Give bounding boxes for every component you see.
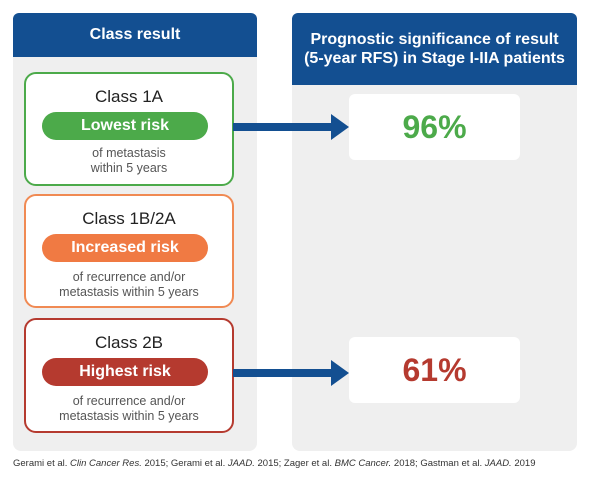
- journal-name: BMC Cancer.: [334, 458, 392, 469]
- journal-name: JAAD.: [227, 458, 255, 469]
- citation-text: 2019: [511, 458, 536, 469]
- arrow-right-icon: [233, 114, 349, 140]
- class-2b-desc-line2: metastasis within 5 years: [59, 409, 199, 423]
- arrow-right-icon: [233, 360, 349, 386]
- class-1a-card: Class 1A Lowest risk of metastasis withi…: [24, 72, 234, 186]
- class-1b-2a-desc-line2: metastasis within 5 years: [59, 285, 199, 299]
- increased-risk-pill: Increased risk: [42, 234, 208, 262]
- journal-name: JAAD.: [484, 458, 512, 469]
- result-96-percent: 96%: [349, 94, 520, 160]
- citation-text: 2018; Gastman et al.: [391, 458, 485, 469]
- class-2b-title: Class 2B: [94, 333, 164, 352]
- journal-name: Clin Cancer Res.: [70, 458, 142, 469]
- prognostic-header: Prognostic significance of result (5-yea…: [292, 13, 577, 85]
- class-1a-desc-line2: within 5 years: [90, 161, 168, 175]
- result-61-percent: 61%: [349, 337, 520, 403]
- citation-text: 2015; Gerami et al.: [141, 458, 228, 469]
- citation-text: Gerami et al.: [13, 458, 71, 469]
- class-2b-desc-line1: of recurrence and/or: [72, 394, 186, 408]
- class-1a-desc-line1: of metastasis: [92, 146, 166, 160]
- citation-footer: Gerami et al. Clin Cancer Res. 2015; Ger…: [13, 458, 583, 469]
- class-1b-2a-title: Class 1B/2A: [82, 209, 176, 228]
- class-1b-2a-desc-line1: of recurrence and/or: [72, 270, 186, 284]
- class-result-header: Class result: [13, 13, 257, 57]
- class-2b-card: Class 2B Highest risk of recurrence and/…: [24, 318, 234, 433]
- highest-risk-pill: Highest risk: [42, 358, 208, 386]
- lowest-risk-pill: Lowest risk: [42, 112, 208, 140]
- class-1b-2a-card: Class 1B/2A Increased risk of recurrence…: [24, 194, 234, 308]
- class-1a-title: Class 1A: [94, 87, 164, 106]
- citation-text: 2015; Zager et al.: [254, 458, 335, 469]
